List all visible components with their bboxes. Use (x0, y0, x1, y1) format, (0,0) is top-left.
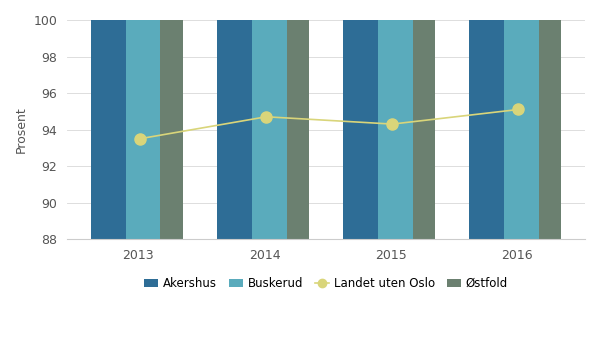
Bar (91, 0, 126, 239)
Bar (413, 0, 436, 239)
Bar (160, 0, 183, 239)
Bar (126, 0, 161, 239)
Bar (343, 0, 378, 239)
Bar (217, 0, 252, 239)
Bar (505, 0, 539, 239)
Bar (378, 0, 413, 239)
Y-axis label: Prosent: Prosent (15, 106, 28, 153)
Bar (287, 0, 309, 239)
Bar (252, 0, 287, 239)
Bar (469, 0, 505, 239)
Bar (539, 0, 562, 239)
Legend: Akershus, Buskerud, Landet uten Oslo, Østfold: Akershus, Buskerud, Landet uten Oslo, Øs… (139, 272, 513, 295)
